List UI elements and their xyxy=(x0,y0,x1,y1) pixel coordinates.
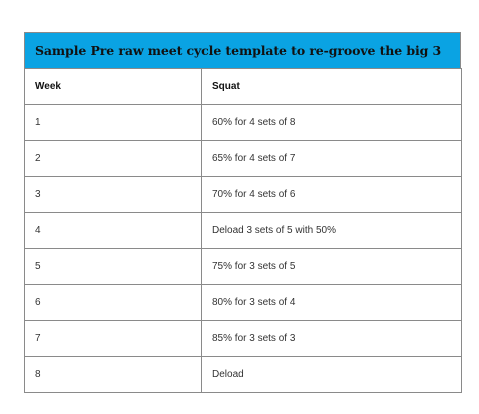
week-cell: 7 xyxy=(24,320,202,357)
week-cell: 4 xyxy=(24,212,202,249)
week-cell: 1 xyxy=(24,104,202,141)
week-cell: 2 xyxy=(24,140,202,177)
table-title-bar: Sample Pre raw meet cycle template to re… xyxy=(24,32,461,68)
squat-cell: Deload 3 sets of 5 with 50% xyxy=(201,212,462,249)
week-cell: 8 xyxy=(24,356,202,393)
squat-cell: 75% for 3 sets of 5 xyxy=(201,248,462,285)
table-row: 4 Deload 3 sets of 5 with 50% xyxy=(24,212,462,249)
squat-cell: 65% for 4 sets of 7 xyxy=(201,140,462,177)
week-cell: 6 xyxy=(24,284,202,321)
table-row: 3 70% for 4 sets of 6 xyxy=(24,176,462,213)
week-cell: 3 xyxy=(24,176,202,213)
table-row: 5 75% for 3 sets of 5 xyxy=(24,248,462,285)
header-row: Week Squat xyxy=(24,68,462,105)
week-cell: 5 xyxy=(24,248,202,285)
program-table: Sample Pre raw meet cycle template to re… xyxy=(24,32,462,393)
squat-cell: 85% for 3 sets of 3 xyxy=(201,320,462,357)
table-row: 6 80% for 3 sets of 4 xyxy=(24,284,462,321)
column-header-week: Week xyxy=(24,68,202,105)
table-row: 1 60% for 4 sets of 8 xyxy=(24,104,462,141)
column-header-squat: Squat xyxy=(201,68,462,105)
program-grid: Week Squat 1 60% for 4 sets of 8 2 65% f… xyxy=(24,68,462,393)
table-title: Sample Pre raw meet cycle template to re… xyxy=(35,43,442,58)
table-row: 8 Deload xyxy=(24,356,462,393)
squat-cell: 70% for 4 sets of 6 xyxy=(201,176,462,213)
squat-cell: 80% for 3 sets of 4 xyxy=(201,284,462,321)
squat-cell: 60% for 4 sets of 8 xyxy=(201,104,462,141)
squat-cell: Deload xyxy=(201,356,462,393)
table-row: 2 65% for 4 sets of 7 xyxy=(24,140,462,177)
table-row: 7 85% for 3 sets of 3 xyxy=(24,320,462,357)
